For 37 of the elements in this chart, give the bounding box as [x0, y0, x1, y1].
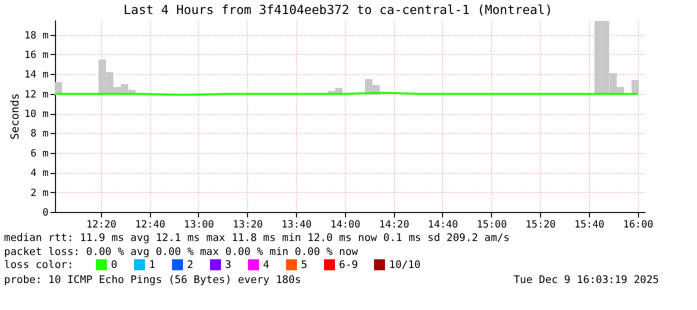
legend-label: 1 — [149, 258, 156, 271]
x-tick-label: 15:40 — [574, 220, 604, 230]
x-tick-label: 13:20 — [232, 220, 263, 230]
y-tick-label: 16 m — [24, 50, 48, 61]
x-tick-label: 12:40 — [135, 220, 166, 230]
legend-label: 6-9 — [339, 258, 358, 271]
x-tick-label: 16:00 — [623, 220, 654, 230]
y-tick-label: 12 m — [24, 89, 48, 100]
text: Tue Dec 9 16:03:19 2025 — [514, 274, 659, 286]
y-tick-label: 6 m — [30, 148, 48, 160]
x-tick-label: 14:00 — [330, 220, 360, 230]
y-tick-label: 18 m — [24, 30, 48, 42]
y-tick-label: 8 m — [30, 128, 48, 140]
x-tick-label: 14:20 — [379, 220, 410, 230]
legend-label: 10/10 — [389, 258, 421, 271]
x-tick-label: 15:00 — [476, 220, 507, 230]
y-tick-label: 14 m — [24, 70, 48, 81]
y-tick-label: 4 m — [30, 168, 48, 180]
x-tick-label: 14:40 — [428, 220, 458, 230]
legend-label: 5 — [301, 258, 308, 271]
y-tick-label: 10 m — [24, 109, 48, 120]
legend-label: 0 — [111, 258, 118, 271]
y-tick-label: 0 — [42, 208, 48, 218]
text: median rtt: 11.9 ms avg 12.1 ms max 11.8 ms min 12.0 ms now 0.1 ms sd 209.2 am/s — [4, 232, 510, 244]
x-tick-label: 13:00 — [184, 220, 214, 230]
x-tick-label: 13:40 — [282, 220, 312, 230]
text: packet loss: 0.00 % avg 0.00 % max 0.00 % min 0.00 % now — [4, 246, 359, 258]
legend-label: 4 — [263, 258, 270, 271]
legend-title: loss color: — [4, 259, 74, 271]
y-tick-label: 2 m — [30, 188, 48, 199]
x-tick-label: 15:20 — [526, 220, 556, 230]
x-tick-label: 12:20 — [86, 220, 116, 230]
legend-label: 2 — [187, 258, 194, 271]
legend-label: 3 — [225, 258, 232, 271]
chart-title: Last 4 Hours from 3f4104eeb372 to ca-central-1 (Montreal) — [124, 2, 552, 17]
text: probe: 10 ICMP Echo Pings (56 Bytes) every 180s — [4, 274, 302, 286]
y-axis-title: Seconds — [8, 93, 22, 140]
